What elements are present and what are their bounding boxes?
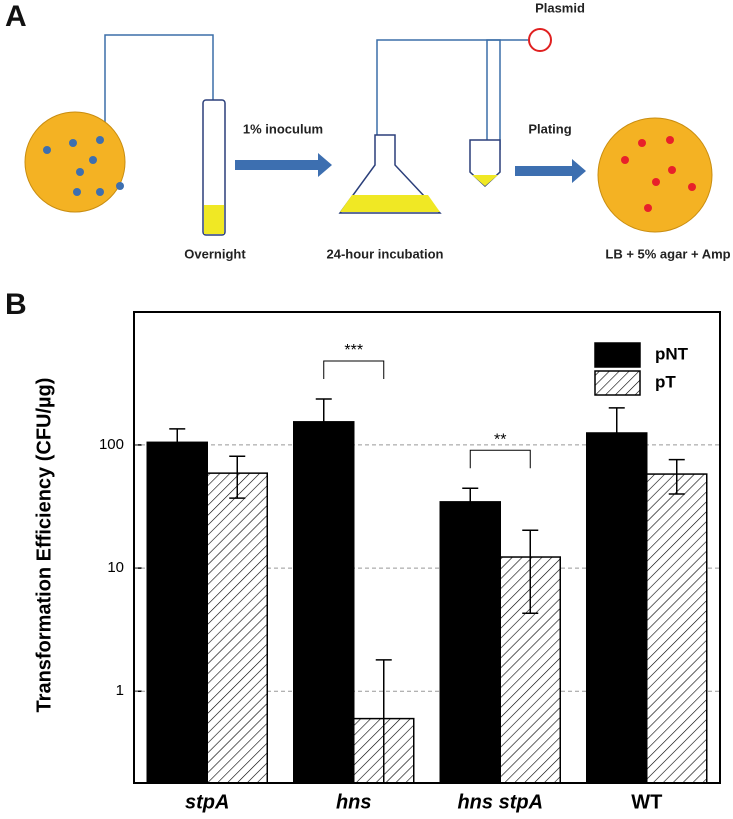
- caption: Overnight: [184, 246, 246, 261]
- culture: [472, 175, 498, 186]
- legend-label: pT: [655, 372, 676, 391]
- step-label: 1% inoculum: [243, 121, 323, 136]
- error-bar: [169, 428, 186, 462]
- plasmid: [528, 28, 552, 52]
- step-label: Plating: [528, 121, 571, 136]
- error-bar: [315, 398, 332, 464]
- bar: [206, 472, 268, 784]
- connector: [104, 34, 214, 125]
- significance-bracket: [323, 360, 385, 379]
- bar: [646, 473, 708, 784]
- error-bar: [668, 458, 685, 495]
- y-tick-label: 100: [99, 436, 124, 453]
- significance-bracket: [469, 449, 531, 469]
- legend-swatch: [594, 370, 641, 396]
- arrow: [515, 159, 586, 183]
- y-axis-label: Transformation Efficiency (CFU/µg): [33, 378, 55, 713]
- colonies: [43, 136, 124, 196]
- panel-label: B: [5, 288, 27, 321]
- bar: [293, 421, 355, 784]
- panel-label: A: [5, 0, 27, 33]
- flask: [338, 134, 442, 214]
- culture: [340, 195, 440, 212]
- culture: [204, 205, 224, 234]
- connector: [486, 39, 528, 150]
- caption: 24-hour incubation: [327, 246, 444, 261]
- dish: [24, 111, 126, 213]
- legend-label: pNT: [655, 344, 689, 363]
- annotation: **: [494, 431, 506, 448]
- error-bar: [229, 455, 246, 499]
- panel-a: A 1% inoculum Plasmid Plating Overnight …: [5, 0, 731, 261]
- error-bar: [462, 487, 479, 521]
- x-tick-label: WT: [631, 791, 662, 813]
- x-tick-label: hns stpA: [457, 791, 543, 813]
- tube: [202, 99, 226, 236]
- plasmid-label: Plasmid: [535, 0, 585, 15]
- error-bar: [522, 529, 539, 614]
- connector: [376, 39, 501, 150]
- error-bar: [608, 407, 625, 483]
- legend-swatch: [594, 342, 641, 368]
- bar: [439, 501, 501, 784]
- bar: [586, 432, 648, 784]
- x-tick-label: stpA: [185, 791, 229, 813]
- y-tick-label: 10: [107, 559, 124, 576]
- caption: LB + 5% agar + Amp: [605, 246, 730, 261]
- annotation: ***: [344, 342, 363, 359]
- error-bar: [375, 659, 392, 783]
- arrow: [235, 153, 332, 177]
- dish: [597, 117, 713, 233]
- bar: [146, 441, 208, 784]
- x-tick-label: hns: [336, 791, 372, 813]
- colonies: [621, 136, 696, 212]
- y-tick-label: 1: [116, 682, 124, 699]
- plot-frame: [133, 311, 721, 784]
